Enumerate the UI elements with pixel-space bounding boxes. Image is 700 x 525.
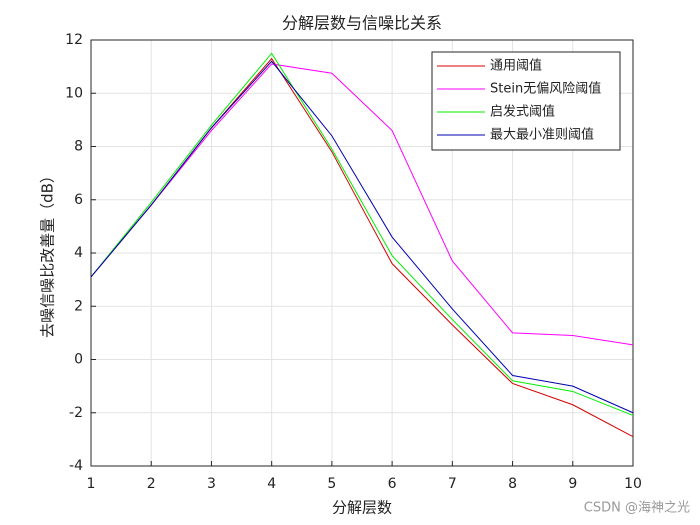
x-tick-label: 1 xyxy=(87,476,96,492)
y-tick-label: 8 xyxy=(74,139,83,155)
y-tick-label: -2 xyxy=(69,405,83,421)
x-tick-label: 7 xyxy=(448,476,457,492)
x-tick-label: 10 xyxy=(624,476,642,492)
y-tick-label: 6 xyxy=(74,192,83,208)
x-tick-label: 2 xyxy=(147,476,156,492)
x-tick-label: 4 xyxy=(267,476,276,492)
y-tick-label: 10 xyxy=(65,85,83,101)
x-tick-label: 9 xyxy=(568,476,577,492)
legend-label: Stein无偏风险阈值 xyxy=(490,81,601,97)
y-tick-label: 2 xyxy=(74,298,83,314)
legend-label: 最大最小准则阈值 xyxy=(490,127,594,143)
y-axis-label: 去噪信噪比改善量（dB） xyxy=(39,168,57,338)
y-tick-label: 12 xyxy=(65,32,83,48)
x-tick-label: 8 xyxy=(508,476,517,492)
x-tick-label: 5 xyxy=(327,476,336,492)
x-axis-label: 分解层数 xyxy=(332,499,392,517)
plot-frame xyxy=(90,39,634,467)
series-line xyxy=(90,60,634,414)
x-tick-label: 3 xyxy=(207,476,216,492)
series-line xyxy=(90,52,634,416)
watermark: CSDN @海神之光 xyxy=(584,501,690,516)
y-tick-label: 0 xyxy=(74,352,83,368)
legend-label: 通用阈值 xyxy=(490,58,542,74)
y-tick-label: -4 xyxy=(69,458,83,474)
x-tick-label: 6 xyxy=(388,476,397,492)
chart-title: 分解层数与信噪比关系 xyxy=(282,14,442,33)
legend-box xyxy=(431,51,621,151)
y-tick-label: 4 xyxy=(74,245,83,261)
series-line xyxy=(90,63,634,346)
legend-label: 启发式阈值 xyxy=(490,104,555,120)
